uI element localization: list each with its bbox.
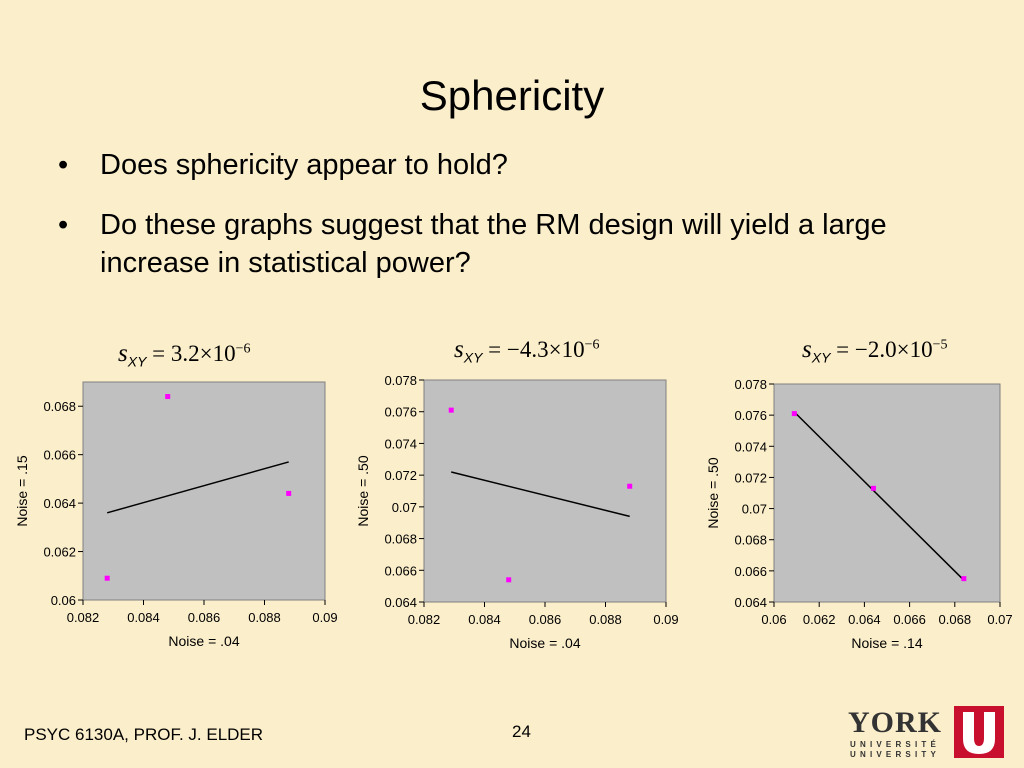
data-point	[791, 411, 797, 417]
x-tick-label: 0.068	[939, 612, 972, 627]
y-tick-label: 0.068	[734, 533, 767, 548]
x-tick-label: 0.088	[589, 612, 622, 627]
data-point	[104, 575, 110, 581]
course-footer: PSYC 6130A, PROF. J. ELDER	[24, 725, 264, 744]
y-tick-label: 0.074	[384, 436, 417, 451]
x-tick-label: 0.084	[468, 612, 501, 627]
scatter-chart-3: 0.064 0.066 0.068 0.07 0.072 0.074 0.076 0.078 0…	[705, 377, 1013, 651]
scatter-chart-2: 0.064 0.066 0.068 0.07 0.072 0.074 0.076 0.078 0…	[355, 373, 679, 651]
x-tick-label: 0.088	[248, 610, 281, 625]
bullet-text: Do these graphs suggest that the RM desi…	[100, 209, 887, 279]
covariance-formula-2: sXY = −4.3×10−6	[454, 336, 600, 366]
y-tick-label: 0.064	[734, 595, 767, 610]
x-tick-label: 0.084	[127, 610, 160, 625]
x-axis-label: Noise = .14	[851, 635, 922, 651]
y-tick-label: 0.07	[742, 502, 767, 517]
plot-area	[423, 379, 667, 603]
y-tick-label: 0.076	[734, 408, 767, 423]
y-tick-label: 0.066	[734, 564, 767, 579]
plot-area	[773, 383, 1001, 603]
x-tick-label: 0.066	[893, 612, 926, 627]
bullet-item: • Do these graphs suggest that the RM de…	[58, 206, 978, 282]
data-point	[961, 576, 967, 582]
y-tick-label: 0.062	[43, 545, 76, 560]
y-tick-label: 0.064	[43, 496, 76, 511]
y-tick-label: 0.076	[384, 405, 417, 420]
x-tick-label: 0.082	[408, 612, 441, 627]
formula-symbol: s	[802, 336, 812, 363]
y-axis-label: Noise = .50	[355, 455, 371, 526]
y-tick-label: 0.066	[384, 563, 417, 578]
x-tick-label: 0.086	[529, 612, 562, 627]
logo-wordmark: YORK	[848, 706, 942, 739]
y-tick-label: 0.078	[384, 373, 417, 388]
scatter-chart-1: 0.06 0.062 0.064 0.066 0.068 0.082 0.084 0.086 0…	[14, 381, 338, 649]
x-tick-label: 0.09	[653, 612, 678, 627]
bullet-glyph: •	[58, 209, 69, 241]
y-axis-label: Noise = .50	[705, 457, 721, 528]
trend-line	[451, 471, 630, 518]
y-tick-label: 0.066	[43, 448, 76, 463]
y-tick-label: 0.06	[51, 593, 76, 608]
formula-symbol: s	[454, 336, 464, 363]
logo-line-french: UNIVERSITÉ	[850, 740, 941, 749]
y-tick-label: 0.072	[384, 468, 417, 483]
y-tick-label: 0.078	[734, 377, 767, 392]
york-university-logo: YORK UNIVERSITÉ UNIVERSITY	[846, 706, 1006, 759]
york-u-emblem	[954, 706, 1004, 758]
y-tick-label: 0.068	[43, 399, 76, 414]
data-point	[506, 577, 512, 583]
x-axis-label: Noise = .04	[168, 633, 239, 649]
x-tick-label: 0.064	[848, 612, 881, 627]
formula-subscript: XY	[811, 349, 831, 366]
formula-value: = −4.3×10	[482, 337, 585, 362]
covariance-formula-1: sXY = 3.2×10−6	[118, 340, 251, 370]
bullet-text: Does sphericity appear to hold?	[100, 149, 508, 181]
bullet-glyph: •	[58, 149, 69, 181]
y-axis-label: Noise = .15	[14, 455, 30, 526]
formula-exponent: −5	[932, 337, 948, 353]
y-tick-label: 0.07	[392, 500, 417, 515]
x-tick-label: 0.062	[803, 612, 836, 627]
bullet-list: • Does sphericity appear to hold? • Do t…	[58, 146, 978, 304]
x-tick-label: 0.082	[67, 610, 100, 625]
bullet-item: • Does sphericity appear to hold?	[58, 146, 978, 184]
data-point	[448, 407, 454, 413]
slide-title: Sphericity	[419, 72, 605, 119]
y-tick-label: 0.068	[384, 532, 417, 547]
data-point	[627, 483, 633, 489]
formula-subscript: XY	[127, 353, 147, 370]
formula-exponent: −6	[235, 341, 251, 357]
plot-area	[82, 381, 326, 601]
y-tick-label: 0.072	[734, 470, 767, 485]
covariance-formula-3: sXY = −2.0×10−5	[802, 336, 948, 366]
x-tick-label: 0.086	[188, 610, 221, 625]
trend-line	[106, 461, 289, 514]
data-point	[165, 394, 171, 400]
x-tick-label: 0.06	[761, 612, 786, 627]
formula-symbol: s	[118, 340, 128, 367]
formula-value: = −2.0×10	[830, 337, 933, 362]
x-axis-label: Noise = .04	[509, 635, 580, 651]
x-tick-label: 0.09	[312, 610, 337, 625]
formula-subscript: XY	[463, 349, 483, 366]
x-tick-label: 0.07	[987, 612, 1012, 627]
y-tick-label: 0.074	[734, 439, 767, 454]
data-point	[286, 490, 292, 496]
trend-line	[793, 411, 965, 581]
formula-exponent: −6	[584, 337, 600, 353]
logo-line-english: UNIVERSITY	[850, 750, 941, 759]
data-point	[870, 485, 876, 491]
page-number: 24	[512, 722, 531, 741]
y-tick-label: 0.064	[384, 595, 417, 610]
formula-value: = 3.2×10	[146, 341, 236, 366]
